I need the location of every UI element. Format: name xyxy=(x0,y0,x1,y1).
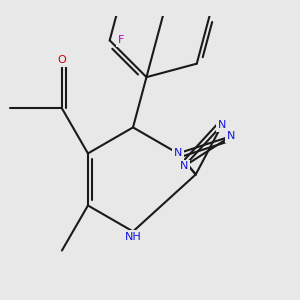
Text: O: O xyxy=(58,55,66,65)
Text: F: F xyxy=(117,35,124,45)
Text: N: N xyxy=(218,120,226,130)
Text: N: N xyxy=(174,148,182,158)
Text: N: N xyxy=(226,131,235,141)
Text: NH: NH xyxy=(124,232,141,242)
Text: N: N xyxy=(180,161,188,171)
